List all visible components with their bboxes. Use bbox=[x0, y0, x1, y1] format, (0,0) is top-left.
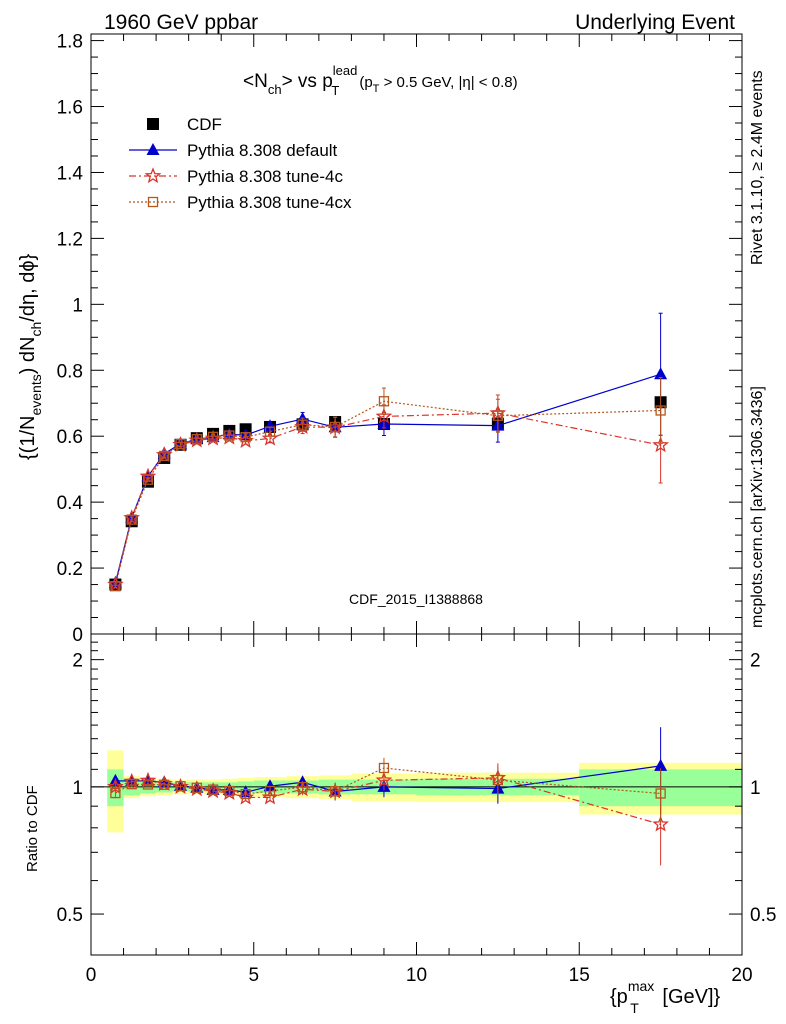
ratio-tick-label: 2 bbox=[750, 651, 761, 672]
ratio-tick-label: 1 bbox=[72, 778, 83, 799]
axes: 0 5 10 15 20 0 0.2 0.4 0.6 0.8 1 1.2 1.4 1.6 1.8 0.5 0.5… bbox=[57, 32, 777, 986]
data-point bbox=[224, 430, 235, 441]
data-point bbox=[191, 434, 202, 445]
ratio-tick-label: 0.5 bbox=[57, 905, 83, 926]
data-point bbox=[654, 758, 668, 771]
legend-entry-1: Pythia 8.308 default bbox=[129, 141, 338, 160]
legend-label: Pythia 8.308 tune-4cx bbox=[187, 193, 352, 212]
data-point bbox=[263, 419, 277, 432]
y-tick-label: 0.8 bbox=[57, 361, 83, 382]
x-tick-label: 20 bbox=[731, 965, 752, 986]
data-point bbox=[146, 143, 160, 155]
ratio-series-3 bbox=[110, 757, 666, 823]
header-right: Underlying Event bbox=[575, 11, 735, 34]
ratio-tick-label: 1 bbox=[750, 778, 761, 799]
legend-label: Pythia 8.308 tune-4c bbox=[187, 167, 343, 186]
data-point bbox=[144, 167, 162, 184]
data-point bbox=[652, 436, 670, 453]
data-point bbox=[207, 431, 219, 443]
data-point bbox=[492, 410, 504, 421]
data-point bbox=[159, 450, 170, 462]
uncertainty-bands bbox=[91, 750, 742, 833]
data-point bbox=[147, 118, 159, 130]
header-left: 1960 GeV ppbar bbox=[104, 11, 258, 34]
data-point bbox=[655, 788, 666, 799]
data-point bbox=[652, 815, 669, 832]
data-point bbox=[375, 771, 393, 788]
data-point bbox=[126, 779, 137, 790]
mcplots-label: mcplots.cern.ch [arXiv:1306.3436] bbox=[749, 386, 766, 628]
data-point bbox=[492, 774, 504, 786]
data-point bbox=[110, 581, 121, 592]
data-point bbox=[175, 438, 186, 450]
y-axis-label: {(1/Nevents) dNch/dη, dϕ} bbox=[17, 253, 44, 460]
ratio-tick-label: 2 bbox=[72, 651, 83, 672]
y-tick-label: 1.2 bbox=[57, 229, 83, 250]
y-tick-label: 1.8 bbox=[57, 32, 83, 53]
x-axis-label: {pmax T [GeV]} bbox=[610, 978, 721, 1016]
data-point bbox=[378, 396, 390, 407]
data-point bbox=[147, 196, 159, 208]
legend-entry-2: Pythia 8.308 tune-4c bbox=[129, 167, 343, 186]
y-tick-label: 1.4 bbox=[57, 163, 84, 184]
data-point bbox=[263, 779, 277, 792]
x-tick-label: 10 bbox=[406, 965, 427, 986]
legend-label: CDF bbox=[187, 115, 222, 134]
data-point bbox=[297, 781, 308, 793]
x-tick-label: 5 bbox=[248, 965, 259, 986]
ratio-series-layer bbox=[107, 727, 669, 866]
rivet-label: Rivet 3.1.10, ≥ 2.4M events bbox=[749, 70, 766, 265]
data-point bbox=[110, 787, 121, 799]
data-point bbox=[142, 474, 154, 485]
y-tick-label: 0.6 bbox=[57, 427, 83, 448]
data-point bbox=[329, 421, 341, 433]
y-tick-label: 0.2 bbox=[57, 559, 83, 580]
ratio-tick-label: 0.5 bbox=[750, 905, 776, 926]
y-tick-label: 0.4 bbox=[57, 493, 84, 514]
data-point bbox=[654, 367, 668, 380]
y-tick-label: 1 bbox=[72, 295, 83, 316]
data-point bbox=[207, 784, 219, 795]
data-point bbox=[240, 432, 251, 443]
data-point bbox=[126, 514, 137, 525]
data-point bbox=[378, 762, 390, 774]
data-point bbox=[224, 785, 235, 797]
x-tick-label: 15 bbox=[569, 965, 590, 986]
series-line bbox=[114, 412, 661, 585]
data-point bbox=[297, 419, 308, 430]
legend-entry-0: CDF bbox=[147, 115, 222, 134]
ratio-axis-label: Ratio to CDF bbox=[24, 785, 41, 872]
data-point bbox=[159, 779, 170, 790]
data-point bbox=[264, 785, 276, 797]
legend-label: Pythia 8.308 default bbox=[187, 141, 338, 160]
data-point bbox=[191, 782, 202, 793]
plot-title: <Nch> vs plead T (pT > 0.5 GeV, |η| < 0.8) bbox=[243, 63, 518, 98]
y-tick-label: 1.6 bbox=[57, 98, 83, 119]
series-line bbox=[114, 400, 661, 587]
analysis-watermark: CDF_2015_I1388868 bbox=[349, 591, 483, 607]
data-point bbox=[142, 779, 154, 790]
series-layer bbox=[107, 312, 670, 592]
y-tick-label: 0 bbox=[72, 625, 83, 646]
series-1 bbox=[108, 312, 668, 588]
legend-entry-3: Pythia 8.308 tune-4cx bbox=[129, 193, 352, 212]
data-point bbox=[264, 426, 276, 437]
data-point bbox=[240, 788, 251, 800]
data-point bbox=[655, 405, 666, 416]
data-point bbox=[175, 781, 186, 792]
data-point bbox=[375, 407, 393, 424]
legend: CDF Pythia 8.308 default Pythia 8.308 tune… bbox=[129, 115, 352, 212]
x-tick-label: 0 bbox=[86, 965, 97, 986]
data-point bbox=[329, 786, 341, 797]
series-3 bbox=[110, 377, 666, 592]
